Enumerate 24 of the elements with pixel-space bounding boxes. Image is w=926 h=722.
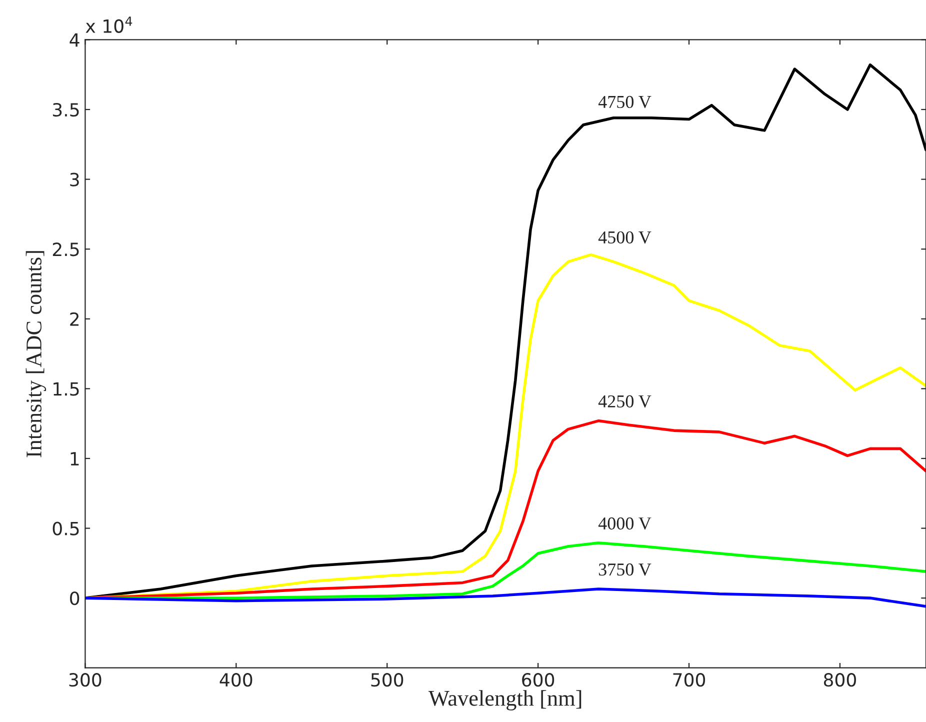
- line-series: [85, 588, 926, 608]
- text: x 10$^{4}$: [86, 16, 132, 33]
- series-label: 3750 V: [598, 563, 652, 576]
- x-axis-title: Wavelength [nm]: [428, 690, 582, 710]
- series-label: 4250 V: [598, 395, 652, 408]
- y-tick-label: 3.5: [52, 102, 79, 117]
- series-label: 4000 V: [598, 517, 652, 530]
- y-tick-label: 2: [70, 312, 79, 326]
- series-label: 4500 V: [598, 231, 652, 244]
- y-tick-label: 1: [70, 452, 79, 466]
- x-tick-label: 600: [522, 673, 554, 687]
- y-tick-label: 0.5: [52, 522, 79, 536]
- y-tick-label: 3: [70, 172, 79, 186]
- y-tick-label: 4: [70, 33, 80, 47]
- y-tick-label: 2.5: [52, 242, 79, 256]
- y-tick-label: 1.5: [54, 382, 79, 396]
- x-tick-label: 800: [824, 673, 856, 687]
- x-tick-label: 500: [371, 673, 404, 687]
- x-tick-label: 300: [69, 673, 102, 687]
- x-tick-label: 700: [673, 673, 706, 687]
- x-tick-label: 400: [220, 673, 252, 687]
- y-axis-title: Intensity [ADC counts]: [26, 251, 46, 458]
- series-label: 4750 V: [598, 96, 652, 108]
- y-tick-label: 0: [70, 592, 80, 606]
